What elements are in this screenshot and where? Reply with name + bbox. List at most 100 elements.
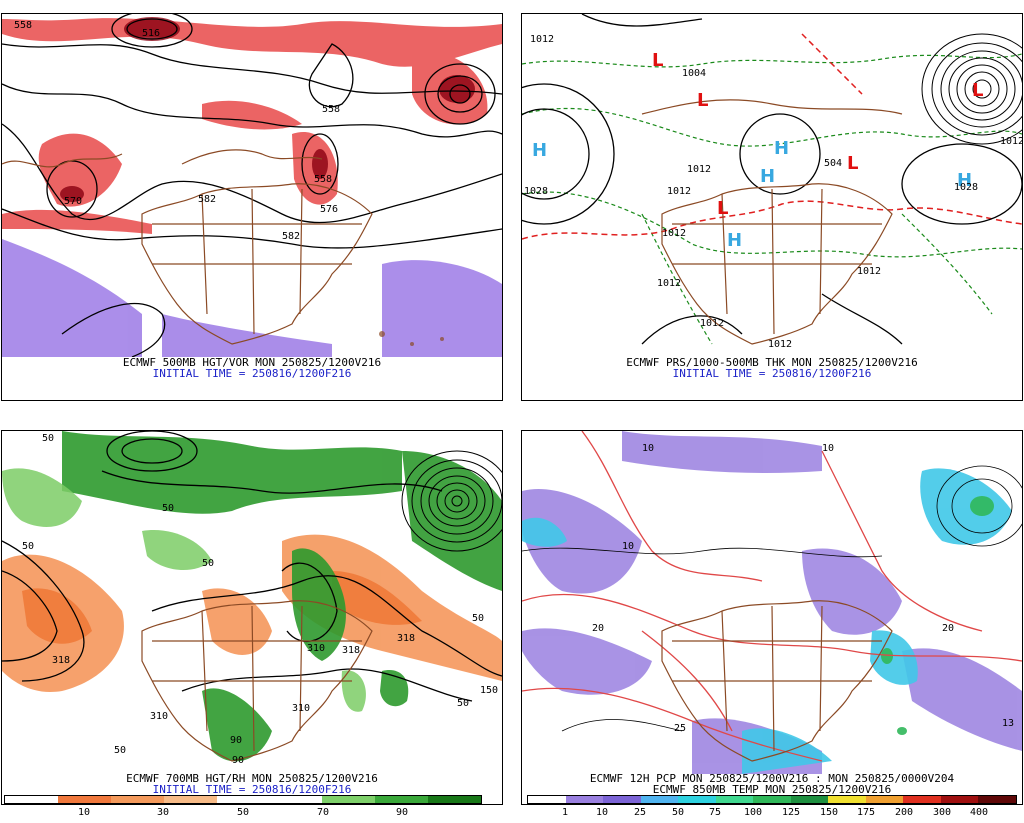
legend-tick-label: 1 [561,807,569,818]
legend-tick-label: 50 [236,807,250,818]
legend-swatch [322,796,376,803]
coastlines-and-borders [141,600,373,762]
initial-time-caption: INITIAL TIME = 250816/1200F216 [672,367,872,380]
500mb-contour-labels: 558 516 558 558 570 582 576 582 [14,20,340,242]
legend-tick-label: 125 [781,807,801,818]
legend-swatch [528,796,566,803]
very-dry-air-shading [22,571,422,644]
legend-swatch [678,796,716,803]
legend-tick-label: 150 [819,807,839,818]
rh-color-legend: 10 30 50 70 90 [4,795,482,823]
low-pressure-center: L [847,153,858,174]
contour-label: 310 [307,643,325,654]
initial-time-caption: INITIAL TIME = 250816/1200F216 [152,783,352,796]
deep-low-isobars [921,33,1022,145]
contour-label: 1012 [687,164,711,175]
high-pressure-center: H [760,166,775,187]
legend-tick-label: 175 [856,807,876,818]
panel-caption: ECMWF 12H PCP MON 250825/1200V216 : MON … [589,772,955,785]
legend-tick-label: 70 [316,807,330,818]
high-pressure-center: H [957,170,972,191]
contour-label: 570 [64,196,82,207]
panel-caption: ECMWF 500MB HGT/VOR MON 250825/1200V216 [122,356,382,369]
legend-swatch [715,796,754,803]
850mb-thin-contours [522,465,1022,732]
legend-swatch [216,796,270,803]
contour-label: 1012 [700,318,724,329]
low-pressure-center: L [717,198,728,219]
legend-tick-label: 75 [708,807,722,818]
legend-swatch [978,796,1016,803]
contour-label: 20 [592,623,604,634]
contour-label: 50 [42,433,54,444]
legend-tick-label: 50 [671,807,685,818]
contour-label: 50 [472,613,484,624]
contour-label: 558 [322,104,340,115]
legend-swatch [428,796,482,803]
contour-label: 1012 [530,34,554,45]
moist-air-shading [62,431,502,762]
legend-swatch [753,796,791,803]
legend-tick-label: 25 [633,807,647,818]
map-precip: 10 10 20 25 20 13 10 [522,431,1022,774]
islands-shading [379,331,444,346]
legend-swatch [828,796,866,803]
contour-label: 90 [232,755,244,766]
contour-label: 516 [142,28,160,39]
rh-legend-bar [4,795,482,804]
low-pressure-center: L [697,90,708,111]
contour-label: 1012 [1000,136,1022,147]
thickness-contours [522,53,1022,345]
contour-label: 582 [282,231,300,242]
coastlines-and-borders [2,149,373,345]
legend-swatch [865,796,904,803]
map-500mb: 558 516 558 558 570 582 576 582 [2,14,502,357]
legend-tick-label: 30 [156,807,170,818]
high-pressure-center: H [774,138,789,159]
legend-swatch [375,796,429,803]
panel-700mb-height-rh: 50 50 50 310 318 318 318 310 50 90 50 15… [1,430,503,805]
legend-swatch [565,796,604,803]
panel-precip-850mb-temp: 10 10 20 25 20 13 10 ECMWF 12H PCP MON 2… [521,430,1023,805]
legend-swatch [940,796,979,803]
legend-tick-label: 400 [969,807,989,818]
precip-legend-bar [527,795,1017,804]
low-pressure-center: L [652,50,663,71]
thickness-540-line [522,33,1022,240]
deep-low-700mb-contours [401,450,502,552]
coastlines-and-borders [641,99,903,345]
contour-label: 1028 [524,186,548,197]
contour-label: 90 [230,735,242,746]
contour-label: 318 [397,633,415,644]
panel-caption: ECMWF 700MB HGT/RH MON 250825/1200V216 [126,772,378,785]
legend-swatch [790,796,829,803]
legend-swatch [269,796,323,803]
precip-color-legend: 1 10 25 50 75 100 125 150 175 200 300 400 [527,795,1017,823]
contour-label: 504 [824,158,842,169]
isobar-contours [522,14,1022,345]
panel-pressure-thickness: H H H H H L L L L L 1012 1028 1004 1012 … [521,13,1023,401]
coastlines-and-borders [661,600,893,762]
panel-caption-secondary: ECMWF 850MB TEMP MON 250825/1200V216 [652,783,892,796]
contour-label: 318 [52,655,70,666]
contour-label: 50 [202,558,214,569]
map-pressure: H H H H H L L L L L 1012 1028 1004 1012 … [522,14,1022,350]
low-pressure-center: L [972,80,983,101]
height-contours [2,14,502,357]
legend-tick-label: 10 [595,807,609,818]
contour-label: 1012 [662,228,686,239]
contour-label: 1012 [657,278,681,289]
legend-tick-label: 10 [77,807,91,818]
legend-swatch [903,796,941,803]
high-pressure-center: H [532,140,547,161]
contour-label: 1028 [954,182,978,193]
contour-label: 1012 [667,186,691,197]
map-700mb: 50 50 50 310 318 318 318 310 50 90 50 15… [2,431,502,766]
panel-500mb-height-vorticity: 558 516 558 558 570 582 576 582 ECMWF 50… [1,13,503,401]
contour-label: 10 [822,443,834,454]
pressure-contour-labels: 1012 1028 1004 1012 1012 1012 1012 1012 … [524,34,1022,350]
legend-swatch [163,796,217,803]
pressure-centers: H H H H H L L L L L [532,50,983,251]
contour-label: 310 [292,703,310,714]
legend-swatch [640,796,679,803]
